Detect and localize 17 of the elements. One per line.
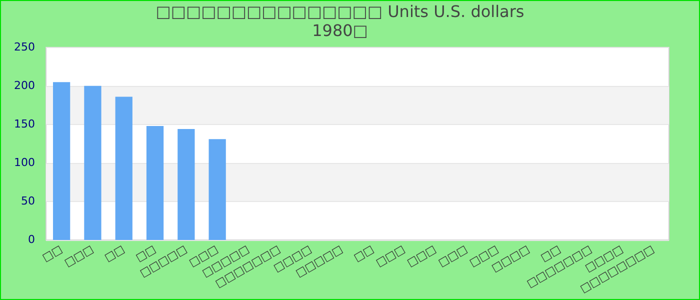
y-tick-label: 150 bbox=[14, 117, 35, 130]
bar bbox=[208, 139, 226, 240]
bar bbox=[53, 82, 70, 240]
x-tick-label: □□ bbox=[102, 242, 127, 264]
x-tick-label: □□ bbox=[351, 242, 376, 264]
y-tick-label: 100 bbox=[14, 156, 35, 169]
chart-subtitle: 1980□ bbox=[312, 20, 368, 40]
y-tick-label: 50 bbox=[20, 194, 35, 208]
x-tick-label: □□ bbox=[40, 242, 64, 264]
bar bbox=[146, 126, 164, 240]
y-tick-label: 250 bbox=[14, 40, 35, 54]
bar bbox=[115, 96, 132, 240]
bar bbox=[178, 129, 195, 240]
y-tick-label: 200 bbox=[14, 78, 35, 92]
y-tick-label: 0 bbox=[28, 232, 35, 246]
chart-title: □□□□□□□□□□□□□□□ Units U.S. dollars bbox=[156, 2, 524, 21]
bar bbox=[84, 86, 102, 240]
